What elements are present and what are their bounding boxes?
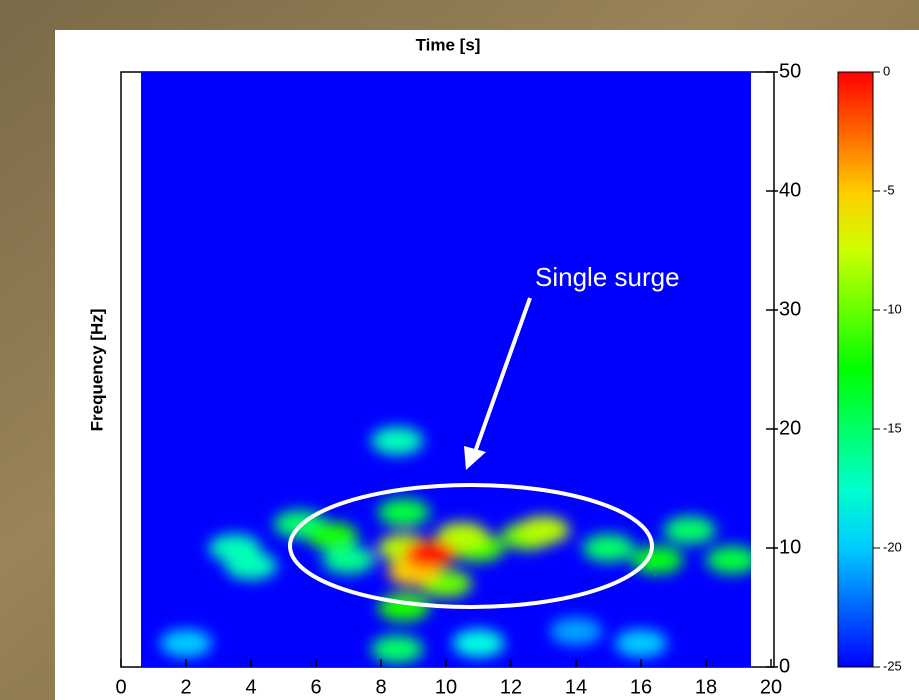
y-tick-label: 20: [779, 417, 801, 439]
heat-cell: [436, 522, 489, 551]
colorbar-tick-label: 0: [883, 63, 890, 78]
heat-cell: [663, 516, 716, 545]
colorbar-tick-label: -10: [883, 301, 902, 316]
colorbar-tick-label: -15: [883, 420, 902, 435]
x-tick-label: 8: [375, 676, 386, 698]
x-tick-label: 12: [500, 676, 522, 698]
heat-cell: [377, 593, 430, 622]
heat-cell: [550, 617, 602, 646]
heat-cell: [371, 635, 424, 664]
y-tick-label: 0: [779, 655, 790, 677]
x-tick-label: 16: [630, 676, 652, 698]
heat-cell: [517, 516, 570, 545]
heat-cell: [403, 539, 456, 568]
x-tick-label: 4: [245, 676, 256, 698]
chart-title: Time [s]: [416, 35, 481, 54]
x-tick-label: 18: [695, 676, 717, 698]
colorbar-tick-label: -5: [883, 182, 895, 197]
y-tick-label: 30: [779, 298, 801, 320]
heat-cell: [306, 522, 359, 551]
y-tick-label: 50: [779, 60, 801, 82]
x-tick-label: 6: [310, 676, 321, 698]
y-tick-label: 10: [779, 536, 801, 558]
heat-cell: [706, 545, 751, 574]
x-tick-label: 20: [760, 676, 782, 698]
x-tick-label: 14: [565, 676, 587, 698]
heat-cell: [631, 545, 684, 574]
heat-cell: [452, 629, 505, 658]
heat-cell: [322, 545, 375, 574]
heat-cell: [225, 551, 277, 580]
x-tick-label: 10: [435, 676, 457, 698]
heat-cell: [160, 629, 212, 658]
colorbar-tick-label: -20: [883, 539, 902, 554]
colorbar-tick-label: -25: [883, 658, 902, 673]
x-tick-label: 0: [115, 676, 126, 698]
heat-cell: [615, 629, 667, 658]
y-axis-label: Frequency [Hz]: [87, 309, 106, 432]
annotation-arrowhead: [464, 446, 486, 470]
annotation: Single surge: [535, 262, 680, 292]
spectrogram: [160, 426, 751, 664]
x-tick-label: 2: [180, 676, 191, 698]
annotation-arrow: [473, 297, 532, 453]
heat-cell: [377, 498, 430, 527]
heat-cell: [582, 534, 635, 562]
colorbar: [837, 71, 874, 668]
heat-cell: [371, 426, 424, 455]
y-tick-label: 40: [779, 179, 801, 201]
annotation-ellipse: [288, 483, 654, 609]
